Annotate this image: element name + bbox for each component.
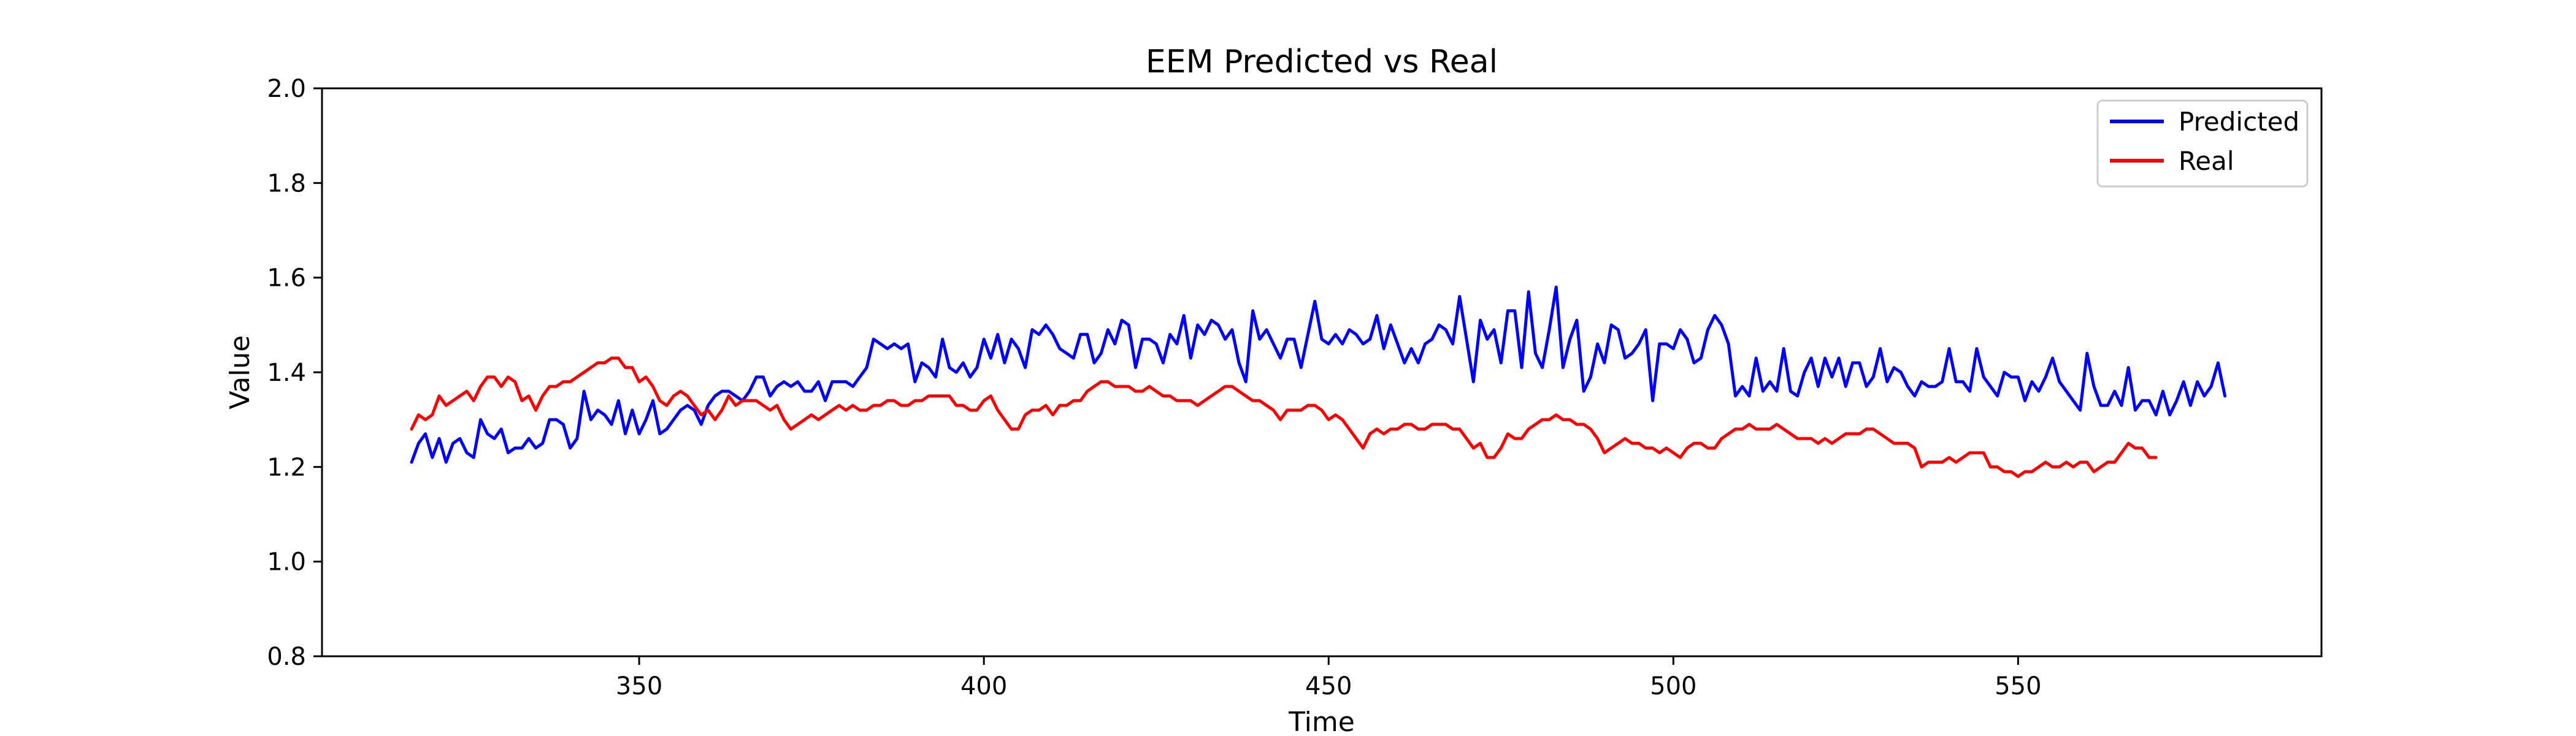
legend-label-predicted: Predicted [2179,107,2299,137]
y-tick-label: 2.0 [267,75,306,103]
plot-area-frame [321,87,2323,657]
x-axis-label: Time [1288,707,1355,736]
y-tick-label: 1.2 [267,453,306,481]
x-tick-label: 400 [960,672,1007,700]
legend: Predicted Real [2096,99,2309,188]
y-tick-label: 1.6 [267,264,306,293]
y-tick-label: 0.8 [267,643,306,671]
y-axis-ticks: 0.8 1.0 1.2 1.4 1.6 1.8 2.0 [267,75,322,671]
x-tick-label: 500 [1650,672,1696,700]
chart-title: EEM Predicted vs Real [1146,44,1498,80]
series-line-real [410,356,2158,478]
series-layer [410,285,2227,478]
y-tick-label: 1.4 [267,359,306,387]
legend-label-real: Real [2179,146,2234,176]
y-axis-label: Value [224,335,256,410]
x-tick-label: 450 [1305,672,1352,700]
y-tick-label: 1.0 [267,548,306,577]
x-tick-label: 550 [1995,672,2041,700]
x-axis-ticks: 350 400 450 500 550 [616,656,2042,700]
x-tick-label: 350 [616,672,662,700]
y-tick-label: 1.8 [267,169,306,197]
series-line-predicted [410,285,2227,464]
